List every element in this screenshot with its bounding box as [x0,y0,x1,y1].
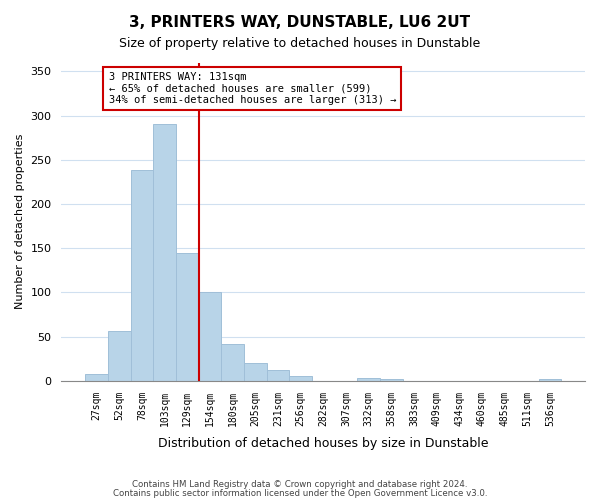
Bar [153,124,176,381]
Bar [380,379,403,381]
Text: Size of property relative to detached houses in Dunstable: Size of property relative to detached ho… [119,38,481,51]
Bar [108,330,131,381]
Bar [244,363,266,381]
Bar [539,379,561,381]
Bar [131,170,153,381]
Text: Contains HM Land Registry data © Crown copyright and database right 2024.: Contains HM Land Registry data © Crown c… [132,480,468,489]
Text: 3, PRINTERS WAY, DUNSTABLE, LU6 2UT: 3, PRINTERS WAY, DUNSTABLE, LU6 2UT [130,15,470,30]
Text: Contains public sector information licensed under the Open Government Licence v3: Contains public sector information licen… [113,489,487,498]
Bar [176,252,199,381]
Y-axis label: Number of detached properties: Number of detached properties [15,134,25,310]
X-axis label: Distribution of detached houses by size in Dunstable: Distribution of detached houses by size … [158,437,488,450]
Bar [357,378,380,381]
Text: 3 PRINTERS WAY: 131sqm
← 65% of detached houses are smaller (599)
34% of semi-de: 3 PRINTERS WAY: 131sqm ← 65% of detached… [109,72,396,106]
Bar [221,344,244,381]
Bar [266,370,289,381]
Bar [199,292,221,381]
Bar [85,374,108,381]
Bar [289,376,312,381]
